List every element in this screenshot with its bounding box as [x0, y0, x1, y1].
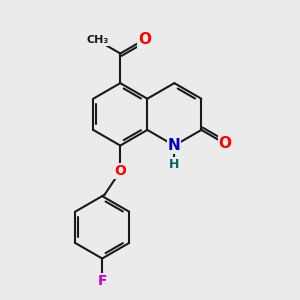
Text: O: O: [114, 164, 126, 178]
Text: H: H: [169, 158, 179, 171]
Text: F: F: [98, 274, 107, 288]
Text: N: N: [168, 138, 181, 153]
Text: O: O: [219, 136, 232, 151]
Text: O: O: [138, 32, 151, 47]
Text: CH₃: CH₃: [86, 35, 108, 45]
